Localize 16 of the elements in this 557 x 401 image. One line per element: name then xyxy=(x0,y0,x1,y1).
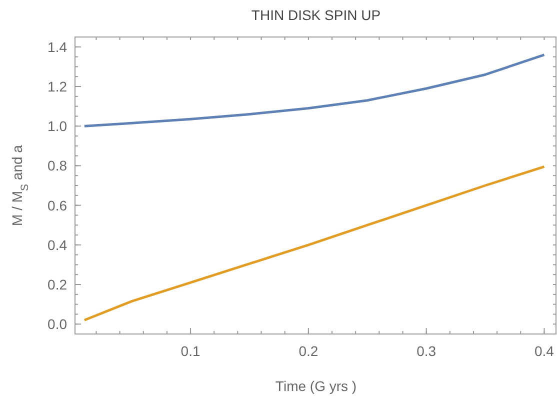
y-tick-label: 0.2 xyxy=(48,276,68,292)
line-series xyxy=(83,54,546,128)
x-tick-label: 0.4 xyxy=(534,343,554,359)
chart-title: THIN DISK SPIN UP xyxy=(251,7,381,23)
x-tick-label: 0.2 xyxy=(298,343,318,359)
y-tick-label: 0.4 xyxy=(48,236,68,253)
line-series xyxy=(83,165,546,322)
y-tick-label: 0.0 xyxy=(48,316,68,332)
y-tick-label: 0.8 xyxy=(48,158,68,174)
y-tick-label: 1.0 xyxy=(48,118,68,134)
x-tick-label: 0.3 xyxy=(416,343,436,359)
x-tick-label: 0.1 xyxy=(180,343,200,359)
y-tick-label: 1.2 xyxy=(48,78,68,94)
y-tick-label: 1.4 xyxy=(48,38,68,55)
x-axis-title: Time (G yrs ) xyxy=(275,378,357,394)
y-tick-label: 0.6 xyxy=(48,197,68,214)
